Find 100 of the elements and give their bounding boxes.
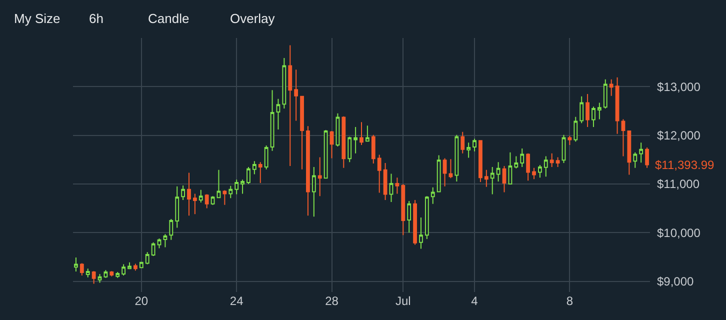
candlestick bbox=[407, 200, 412, 234]
candlestick bbox=[204, 194, 209, 209]
candlestick bbox=[145, 252, 150, 265]
candlestick bbox=[169, 218, 174, 240]
candlestick bbox=[187, 172, 191, 216]
candlestick bbox=[175, 186, 180, 228]
candlestick bbox=[92, 270, 96, 284]
candlestick bbox=[538, 164, 542, 178]
candlestick bbox=[478, 140, 482, 183]
candlestick bbox=[80, 262, 84, 276]
candlestick bbox=[86, 268, 90, 278]
candlestick bbox=[633, 152, 638, 168]
candlestick bbox=[134, 263, 138, 272]
candlestick bbox=[377, 154, 382, 194]
candlestick bbox=[514, 156, 518, 169]
x-tick-label: 20 bbox=[134, 294, 148, 308]
candlestick bbox=[395, 177, 400, 194]
candlestick bbox=[181, 184, 185, 201]
candlestick bbox=[210, 196, 215, 206]
candlestick bbox=[586, 93, 590, 128]
candlestick bbox=[336, 112, 340, 148]
x-tick-label: Jul bbox=[395, 294, 411, 308]
y-tick-label: $12,000 bbox=[657, 128, 701, 143]
candlestick bbox=[270, 90, 274, 152]
candlestick bbox=[222, 190, 227, 206]
x-tick-label: 4 bbox=[471, 294, 478, 308]
candlestick bbox=[198, 189, 203, 203]
y-tick-label: $13,000 bbox=[657, 80, 701, 94]
candlestick bbox=[360, 122, 364, 146]
candlestick bbox=[580, 96, 584, 124]
candlestick bbox=[383, 162, 388, 201]
candlestick bbox=[324, 129, 328, 179]
candlestick bbox=[192, 193, 197, 215]
candlestick bbox=[556, 156, 560, 168]
candlestick bbox=[342, 116, 346, 168]
candlestick bbox=[413, 200, 417, 246]
candlestick bbox=[496, 162, 500, 182]
candlestick bbox=[472, 138, 476, 152]
candlestick bbox=[252, 160, 256, 175]
candlestick bbox=[282, 57, 286, 110]
candlestick bbox=[240, 179, 244, 194]
candlestick bbox=[354, 126, 358, 154]
candlestick bbox=[574, 116, 578, 142]
candlestick bbox=[128, 262, 132, 270]
y-tick-label: $11,000 bbox=[657, 177, 700, 192]
candlestick bbox=[520, 148, 524, 168]
candlestick bbox=[454, 134, 459, 182]
candlestick bbox=[562, 134, 566, 164]
annotation: $11,393.99 bbox=[655, 158, 714, 172]
candlestick bbox=[228, 185, 233, 199]
candlestick bbox=[645, 146, 649, 168]
candlestick bbox=[216, 169, 221, 199]
candlestick bbox=[139, 261, 144, 269]
candlestick bbox=[627, 130, 632, 176]
x-tick-label: 24 bbox=[230, 294, 244, 308]
candlestick bbox=[104, 270, 108, 278]
candlestick bbox=[466, 142, 471, 158]
candlestick bbox=[490, 166, 494, 195]
candlestick bbox=[442, 158, 447, 187]
candlestick bbox=[318, 156, 322, 197]
candlestick bbox=[234, 179, 239, 195]
candlestick bbox=[597, 102, 602, 120]
candlestick bbox=[312, 166, 316, 218]
candlestick bbox=[639, 142, 644, 164]
candlestick bbox=[330, 130, 334, 159]
candlestick bbox=[294, 69, 298, 122]
candlestick bbox=[276, 98, 280, 130]
candlestick bbox=[526, 152, 530, 182]
candlestick bbox=[448, 158, 453, 179]
candlestick bbox=[371, 134, 376, 164]
y-tick-label: $10,000 bbox=[657, 226, 701, 240]
candlestick bbox=[592, 106, 596, 128]
candlestick bbox=[568, 135, 572, 146]
candlestick bbox=[609, 78, 614, 96]
candlestick bbox=[615, 76, 620, 134]
candlestick bbox=[110, 270, 114, 277]
candlestick bbox=[98, 274, 102, 284]
candlestick bbox=[508, 152, 512, 185]
candlestick bbox=[288, 44, 292, 166]
candlestick bbox=[389, 173, 394, 202]
candlestick bbox=[532, 167, 536, 180]
candlestick bbox=[424, 196, 429, 240]
candlestick bbox=[246, 166, 250, 184]
candlestick bbox=[460, 131, 465, 154]
text: Overlay bbox=[230, 11, 276, 26]
candlestick bbox=[430, 186, 435, 204]
candlestick bbox=[258, 162, 262, 184]
candlestick bbox=[484, 169, 488, 188]
candlestick bbox=[122, 264, 126, 276]
candlestick bbox=[74, 256, 78, 272]
candlestick bbox=[157, 238, 162, 249]
candlestick bbox=[621, 118, 626, 157]
candlestick bbox=[603, 78, 608, 110]
text: 6h bbox=[89, 11, 104, 26]
x-tick-label: 28 bbox=[325, 294, 339, 308]
candlestick bbox=[348, 136, 352, 163]
candlestick bbox=[300, 95, 304, 170]
candlestick bbox=[163, 234, 168, 248]
candlestick bbox=[306, 126, 310, 216]
candlestick bbox=[401, 183, 406, 236]
